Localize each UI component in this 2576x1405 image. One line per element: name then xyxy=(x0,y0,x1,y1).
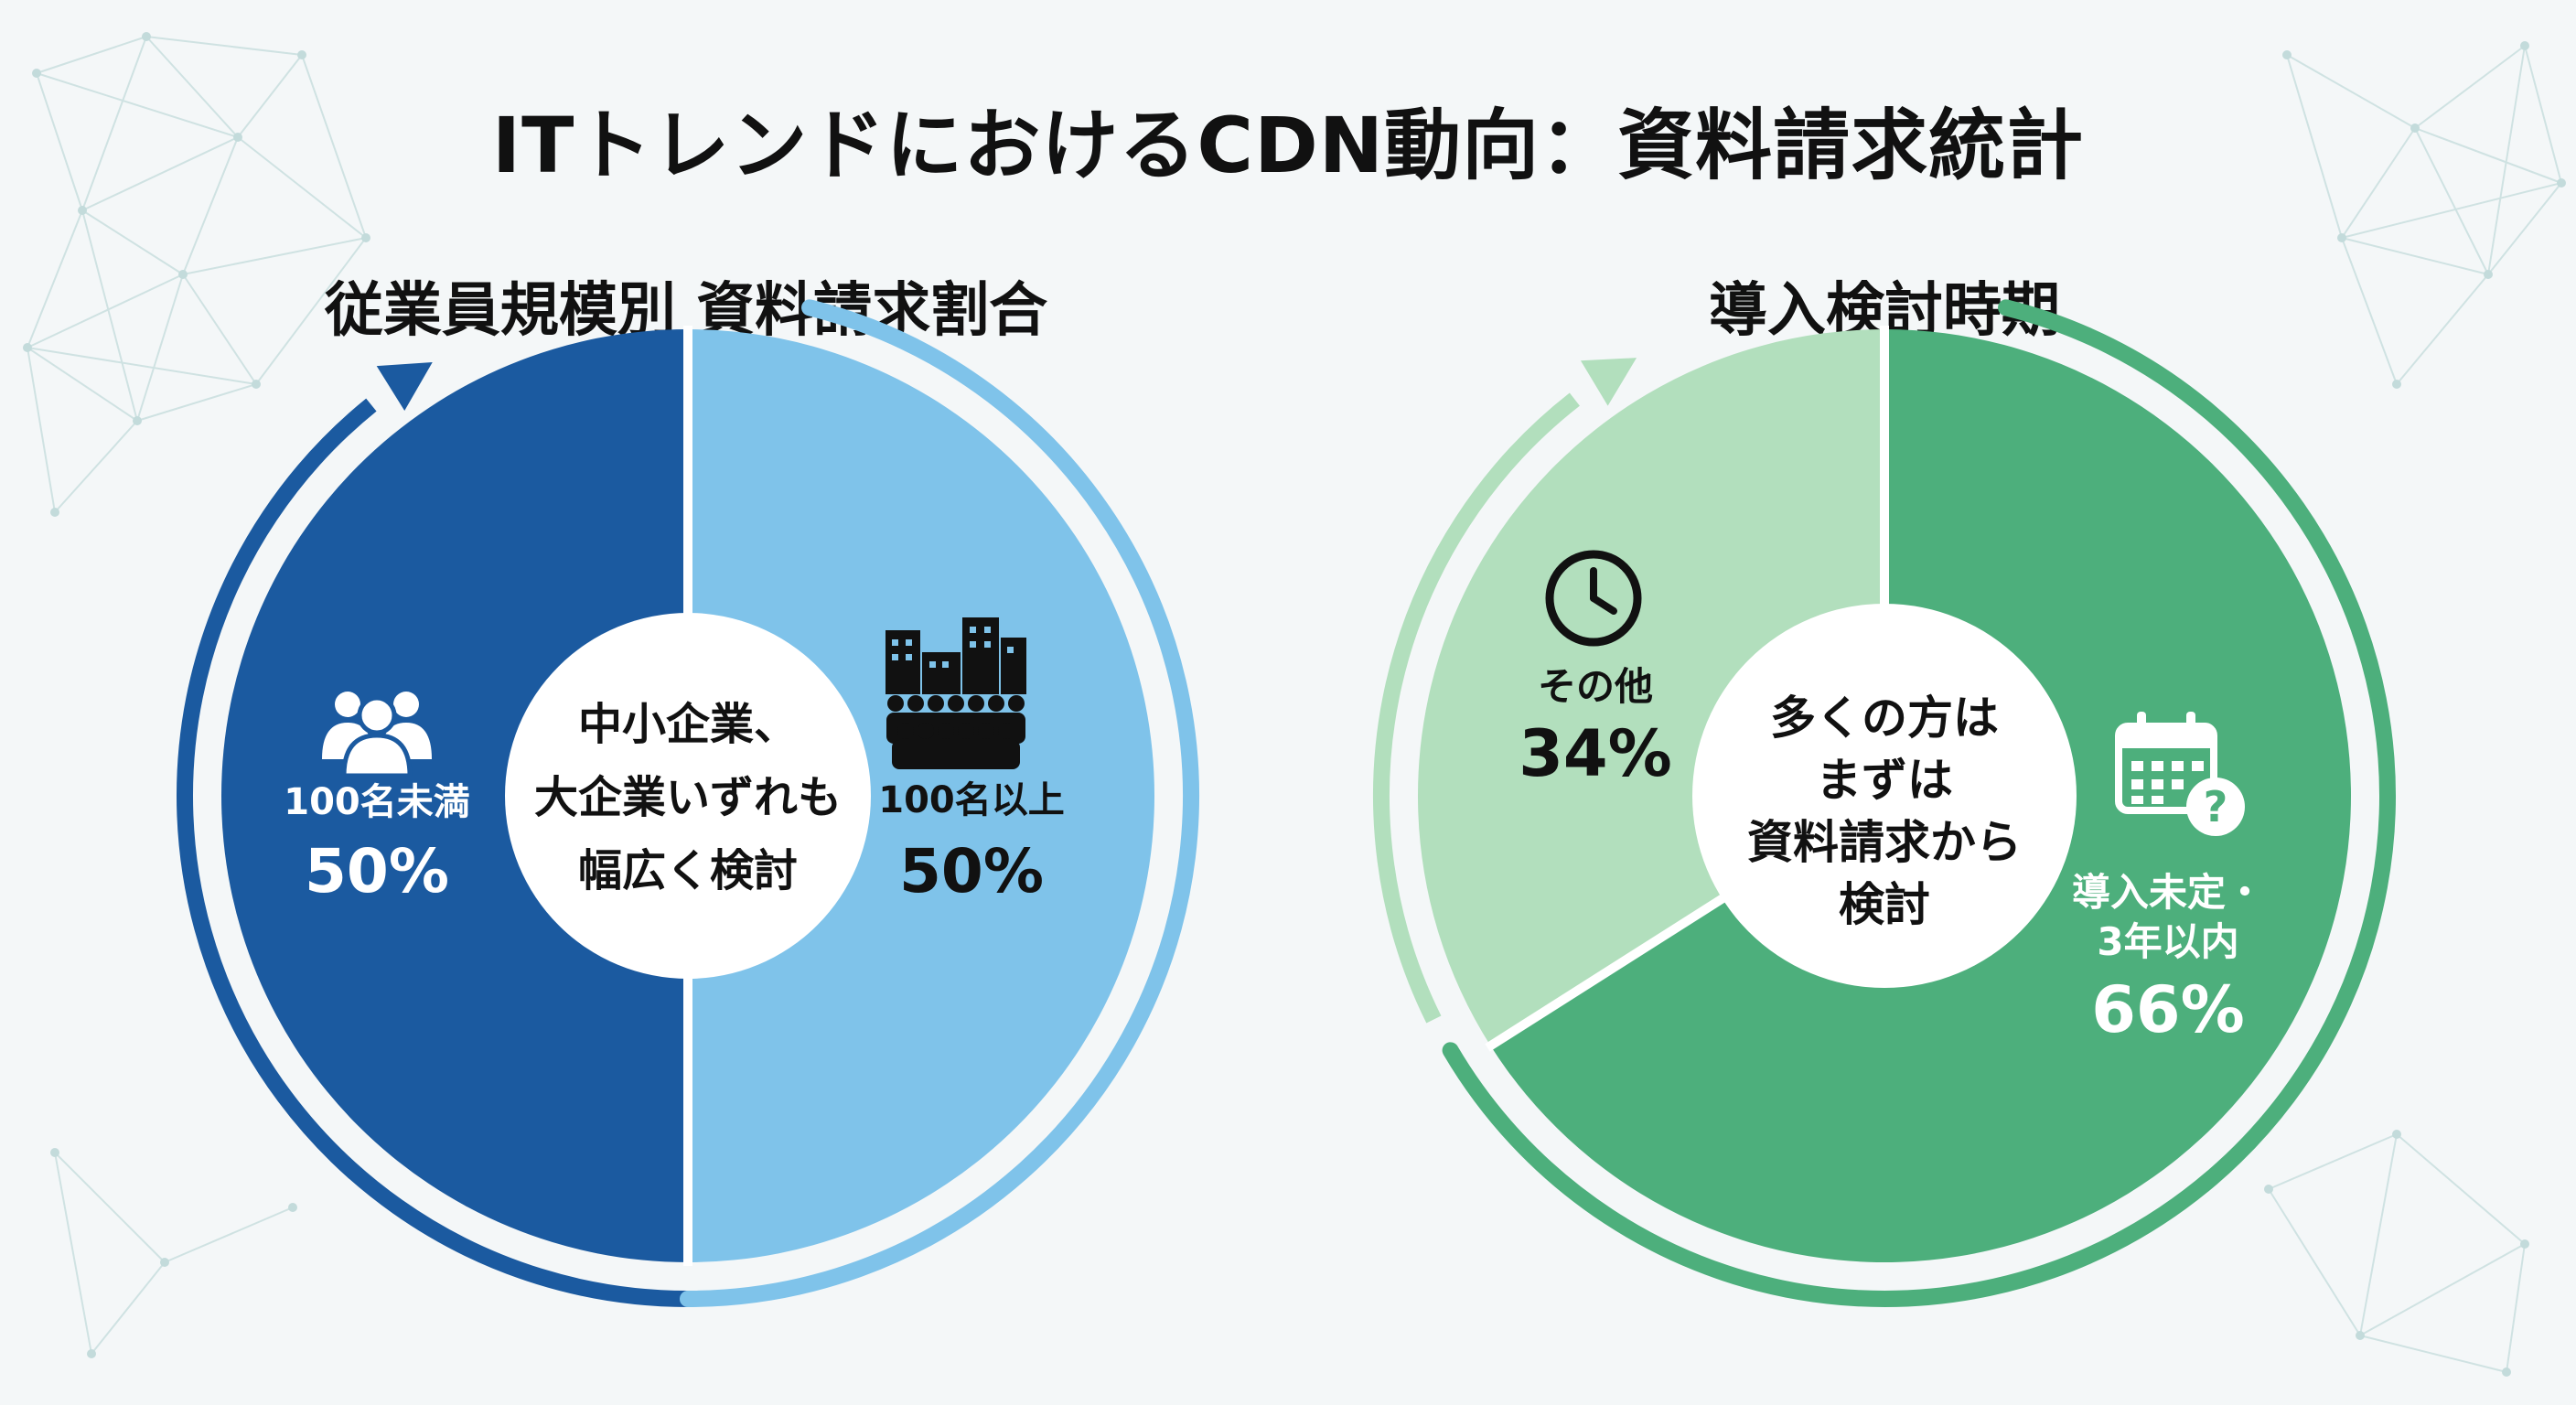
slice-label-100-plus: 100名以上 xyxy=(878,779,1065,821)
pie-center-circle xyxy=(1692,604,2077,988)
center-text-line-2: 大企業いずれも xyxy=(534,772,842,823)
people-icon xyxy=(322,692,432,778)
calendar-question-icon: ? xyxy=(2115,712,2245,836)
pie-center-circle xyxy=(505,613,871,979)
arc-arrowhead xyxy=(376,361,433,411)
slice-value-other: 34% xyxy=(1519,716,1672,791)
center-text-line-4: 検討 xyxy=(1839,878,1930,931)
slice-label-undecided-line-2: 3年以内 xyxy=(2097,919,2238,964)
clock-icon xyxy=(1545,550,1642,647)
pie-slice-under-100 xyxy=(221,329,688,1262)
page-title: ITトレンドにおけるCDN動向：資料請求統計 xyxy=(491,101,2085,190)
center-text-line-2: まずは xyxy=(1816,754,1953,807)
outer-arc-other xyxy=(1373,392,1580,1024)
center-text-line-3: 幅広く検討 xyxy=(578,845,798,896)
center-text-line-3: 資料請求から xyxy=(1747,816,2022,869)
pie-slice-100-plus xyxy=(688,329,1154,1262)
svg-text:?: ? xyxy=(2204,782,2228,831)
buildings-crowd-icon xyxy=(886,617,1026,769)
slice-label-undecided-line-1: 導入未定・ xyxy=(2072,870,2264,915)
slice-label-under-100: 100名未満 xyxy=(284,781,470,823)
outer-arc-large-business xyxy=(680,299,1199,1307)
outer-arc-undecided xyxy=(1442,299,2396,1307)
slice-value-100-plus: 50% xyxy=(899,836,1044,906)
outer-arc-small-business xyxy=(177,398,689,1307)
slice-value-under-100: 50% xyxy=(305,836,449,906)
slice-label-other: その他 xyxy=(1538,664,1653,709)
slice-value-undecided: 66% xyxy=(2091,972,2245,1047)
center-text-line-1: 中小企業、 xyxy=(578,699,798,750)
center-text-line-1: 多くの方は xyxy=(1770,692,1999,745)
arc-arrowhead xyxy=(1580,358,1637,406)
